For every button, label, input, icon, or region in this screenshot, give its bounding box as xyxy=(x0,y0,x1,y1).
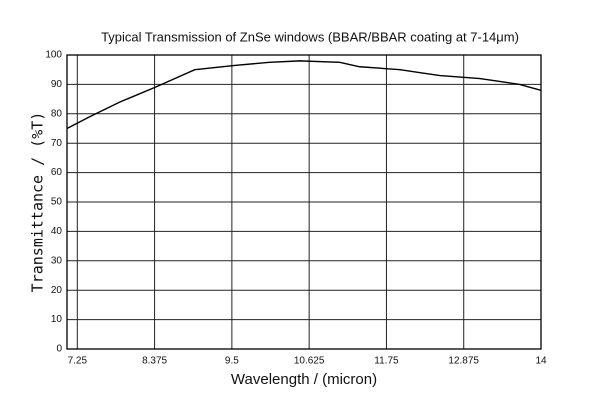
y-tick-label: 70 xyxy=(51,138,63,149)
y-tick-label: 90 xyxy=(51,79,63,90)
x-tick-label: 8.375 xyxy=(142,356,167,367)
x-tick-label: 12.875 xyxy=(448,356,479,367)
y-tick-label: 50 xyxy=(51,197,63,208)
y-tick-label: 10 xyxy=(51,314,63,325)
x-axis-label: Wavelength / (micron) xyxy=(231,371,377,388)
chart-title: Typical Transmission of ZnSe windows (BB… xyxy=(101,29,519,44)
y-tick-label: 80 xyxy=(51,108,63,119)
y-tick-label: 40 xyxy=(51,226,63,237)
y-tick-label: 60 xyxy=(51,167,63,178)
data-line xyxy=(66,60,542,130)
x-tick-label: 9.5 xyxy=(225,356,239,367)
x-tick-label: 11.75 xyxy=(374,356,399,367)
x-tick-label: 14 xyxy=(535,356,547,367)
y-tick-label: 30 xyxy=(51,255,63,266)
x-tick-label: 7.25 xyxy=(68,356,88,367)
y-axis-label: Transmittance / (%T) xyxy=(29,112,47,293)
y-tick-label: 100 xyxy=(45,50,62,61)
plot-frame xyxy=(66,54,542,350)
x-tick-label: 10.625 xyxy=(294,356,325,367)
y-tick-label: 0 xyxy=(56,344,62,355)
y-tick-label: 20 xyxy=(51,285,63,296)
